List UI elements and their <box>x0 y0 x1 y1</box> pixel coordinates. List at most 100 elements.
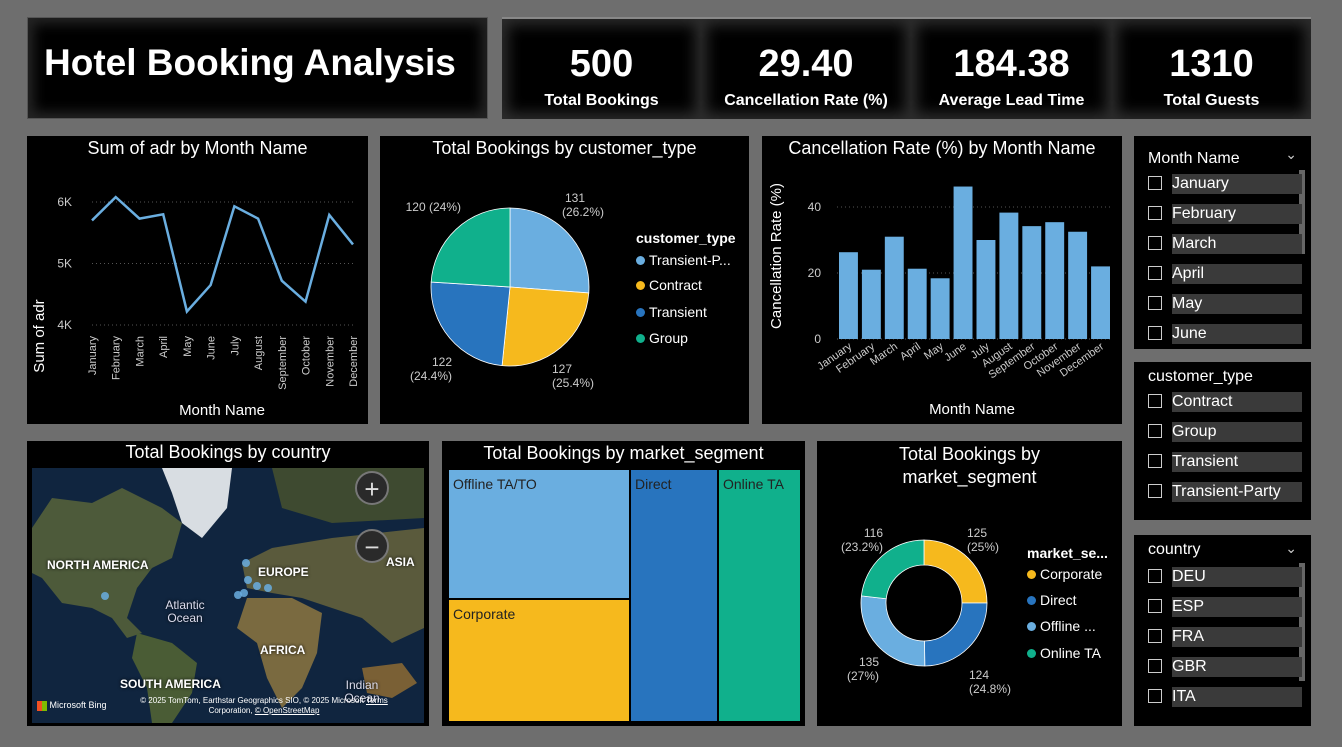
donut-panel[interactable]: Total Bookings by market_segment 125 (25%… <box>817 441 1122 726</box>
kpi-value: 184.38 <box>953 43 1070 85</box>
pie-data-label-pct: (26.2%) <box>562 205 604 219</box>
chevron-down-icon[interactable]: ⌄ <box>1285 146 1297 162</box>
credit-text: © 2025 TomTom, Earthstar Geographics SIO… <box>140 696 364 705</box>
bar[interactable] <box>953 186 973 339</box>
slicer-item[interactable]: GBR <box>1148 657 1304 677</box>
slicer-item[interactable]: May <box>1148 294 1304 314</box>
checkbox[interactable] <box>1148 206 1162 220</box>
donut-legend-item[interactable]: Direct <box>1027 592 1077 608</box>
donut-slice[interactable] <box>860 539 925 600</box>
legend-dot <box>1027 570 1036 579</box>
map-bubble[interactable] <box>264 584 272 592</box>
slicer-item[interactable]: March <box>1148 234 1304 254</box>
checkbox[interactable] <box>1148 296 1162 310</box>
slicer-item[interactable]: DEU <box>1148 567 1304 587</box>
bar-chart: Month Name Cancellation Rate (%) 02040Ja… <box>768 183 1112 418</box>
map-bubble[interactable] <box>240 589 248 597</box>
slicer-item[interactable]: Transient-Party <box>1148 482 1304 502</box>
slicer-item[interactable]: Group <box>1148 422 1304 442</box>
y-tick-label: 5K <box>57 257 72 271</box>
checkbox[interactable] <box>1148 236 1162 250</box>
map-bubble[interactable] <box>242 559 250 567</box>
checkbox[interactable] <box>1148 176 1162 190</box>
bar[interactable] <box>1091 266 1110 339</box>
bar[interactable] <box>839 252 858 339</box>
pie-legend-item[interactable]: Contract <box>636 277 702 293</box>
bar[interactable] <box>1045 222 1065 339</box>
checkbox[interactable] <box>1148 569 1162 583</box>
pie-slice[interactable] <box>509 207 590 294</box>
checkbox[interactable] <box>1148 394 1162 408</box>
donut-legend-item[interactable]: Offline ... <box>1027 618 1096 634</box>
pie-slice[interactable] <box>501 286 590 367</box>
pie-slice[interactable] <box>430 207 511 288</box>
bar[interactable] <box>999 212 1019 339</box>
bar[interactable] <box>1068 231 1088 339</box>
country-scrollbar[interactable] <box>1299 563 1305 681</box>
chevron-down-icon[interactable]: ⌄ <box>1285 540 1297 556</box>
x-tick-label: May <box>922 340 946 362</box>
map-panel[interactable]: Total Bookings by country NORTH AMERICA … <box>27 441 429 726</box>
treemap-tile-corporate[interactable]: Corporate <box>448 599 630 722</box>
pie-chart-panel[interactable]: Total Bookings by customer_type 131 (26.2… <box>380 136 749 424</box>
bar[interactable] <box>976 240 996 339</box>
slicer-item-label: Transient <box>1172 452 1302 472</box>
bar-chart-panel[interactable]: Cancellation Rate (%) by Month Name Mont… <box>762 136 1122 424</box>
slicer-item[interactable]: ESP <box>1148 597 1304 617</box>
checkbox[interactable] <box>1148 484 1162 498</box>
line-chart: Month Name Sum of adr 4K 5K 6K January Febru… <box>31 195 360 419</box>
month-scrollbar[interactable] <box>1299 170 1305 254</box>
zoom-in-button[interactable]: + <box>355 471 389 505</box>
pie-legend-item[interactable]: Transient <box>636 304 707 320</box>
slicer-item[interactable]: June <box>1148 324 1304 344</box>
osm-link[interactable]: © OpenStreetMap <box>254 706 320 715</box>
line-chart-panel[interactable]: Sum of adr by Month Name Month Name Sum … <box>27 136 368 424</box>
slicer-item[interactable]: February <box>1148 204 1304 224</box>
pie-legend-item[interactable]: Transient-P... <box>636 252 731 268</box>
map-bubble[interactable] <box>244 576 252 584</box>
legend-label: Offline ... <box>1040 618 1096 634</box>
bar[interactable] <box>884 236 904 339</box>
bar[interactable] <box>1022 226 1042 339</box>
map-canvas[interactable]: NORTH AMERICA EUROPE ASIA AFRICA SOUTH A… <box>32 468 424 723</box>
bar[interactable] <box>907 268 927 339</box>
pie-slice[interactable] <box>430 281 511 367</box>
map-bubble[interactable] <box>253 582 261 590</box>
checkbox[interactable] <box>1148 326 1162 340</box>
donut-slice[interactable] <box>924 602 988 667</box>
customer-type-slicer[interactable]: customer_type Contract Group Transient Tran… <box>1134 362 1311 520</box>
slicer-item[interactable]: FRA <box>1148 627 1304 647</box>
treemap-tile-direct[interactable]: Direct <box>630 469 718 722</box>
country-slicer[interactable]: country ⌄ DEU ESP FRA GBR ITA <box>1134 535 1311 726</box>
series-line[interactable] <box>91 195 354 315</box>
donut-legend-item[interactable]: Online TA <box>1027 645 1101 661</box>
slicer-item[interactable]: Contract <box>1148 392 1304 412</box>
slicer-item[interactable]: April <box>1148 264 1304 284</box>
checkbox[interactable] <box>1148 266 1162 280</box>
terms-link[interactable]: Terms <box>366 696 388 705</box>
map-bubble[interactable] <box>101 592 109 600</box>
treemap-tile-offline[interactable]: Offline TA/TO <box>448 469 630 599</box>
month-slicer[interactable]: Month Name ⌄ January February March April Ma… <box>1134 136 1311 349</box>
checkbox[interactable] <box>1148 454 1162 468</box>
tile-label: Direct <box>635 476 672 492</box>
bar[interactable] <box>930 278 950 339</box>
slicer-item[interactable]: Transient <box>1148 452 1304 472</box>
treemap-panel[interactable]: Total Bookings by market_segment Offline… <box>442 441 805 726</box>
bar[interactable] <box>861 269 881 339</box>
checkbox[interactable] <box>1148 689 1162 703</box>
x-tick-label: April <box>158 336 170 358</box>
zoom-out-button[interactable]: − <box>355 529 389 563</box>
slicer-item[interactable]: January <box>1148 174 1304 194</box>
checkbox[interactable] <box>1148 659 1162 673</box>
checkbox[interactable] <box>1148 629 1162 643</box>
treemap-tile-online[interactable]: Online TA <box>718 469 801 722</box>
legend-dot <box>636 256 645 265</box>
checkbox[interactable] <box>1148 424 1162 438</box>
x-tick-label: December <box>348 336 360 387</box>
checkbox[interactable] <box>1148 599 1162 613</box>
pie-legend-item[interactable]: Group <box>636 330 688 346</box>
map-credits: © 2025 TomTom, Earthstar Geographics SIO… <box>104 696 424 716</box>
donut-legend-item[interactable]: Corporate <box>1027 566 1102 582</box>
slicer-item[interactable]: ITA <box>1148 687 1304 707</box>
